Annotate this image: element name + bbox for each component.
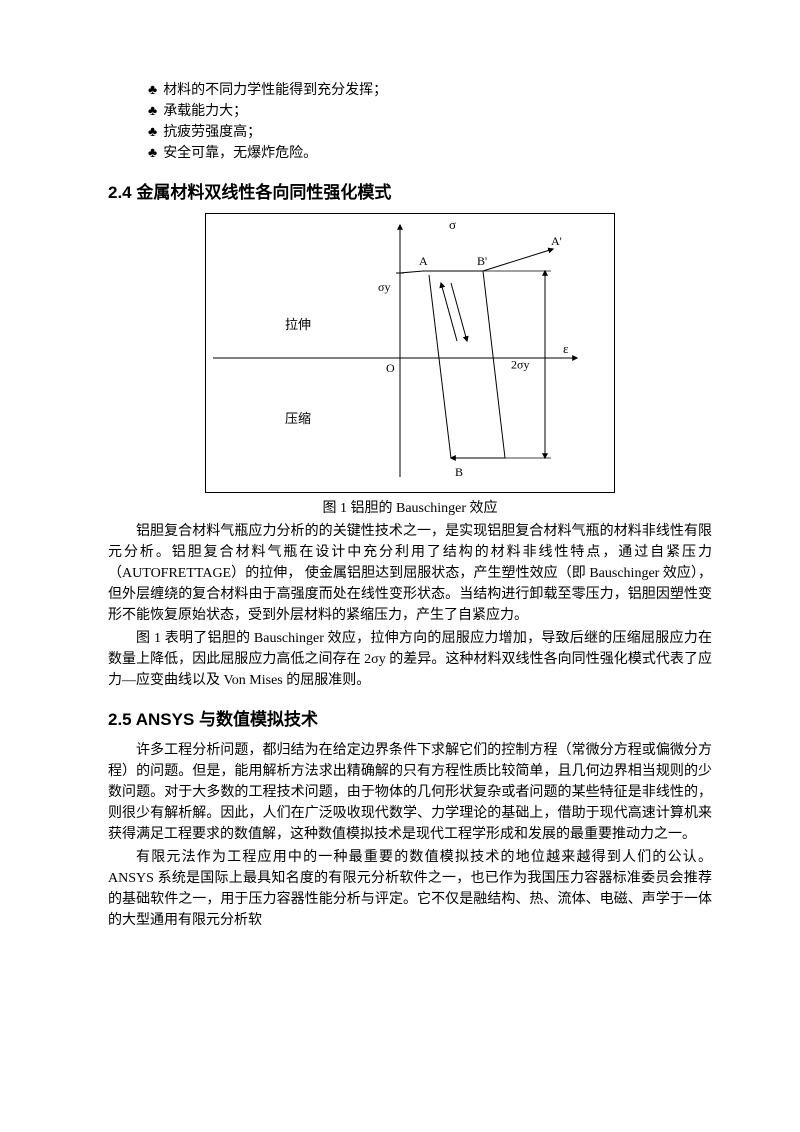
section-heading-24: 2.4 金属材料双线性各向同性强化模式 (108, 178, 712, 203)
paragraph: 图 1 表明了铝胆的 Bauschinger 效应，拉伸方向的屈服应力增加，导致… (108, 628, 712, 691)
svg-text:A': A' (551, 234, 562, 248)
paragraph: 铝胆复合材料气瓶应力分析的的关键性技术之一，是实现铝胆复合材料气瓶的材料非线性有… (108, 521, 712, 626)
list-item: ♣ 材料的不同力学性能得到充分发挥； (148, 80, 712, 101)
section-heading-25: 2.5 ANSYS 与数值模拟技术 (108, 705, 712, 730)
club-icon: ♣ (148, 122, 157, 143)
svg-text:A: A (419, 254, 428, 268)
bullet-text: 抗疲劳强度高； (163, 122, 261, 143)
svg-text:2σy: 2σy (511, 358, 529, 372)
bullet-text: 材料的不同力学性能得到充分发挥； (163, 80, 387, 101)
figure-bauschinger: σ ε Oσy A B' A' B 2σy 拉伸压缩 (108, 213, 712, 493)
svg-text:B': B' (477, 254, 487, 268)
svg-text:σ: σ (449, 217, 456, 232)
list-item: ♣ 安全可靠，无爆炸危险。 (148, 143, 712, 164)
figure-caption: 图 1 铝胆的 Bauschinger 效应 (108, 497, 712, 517)
list-item: ♣ 承载能力大； (148, 101, 712, 122)
svg-text:拉伸: 拉伸 (285, 317, 311, 332)
svg-text:σy: σy (378, 280, 390, 294)
club-icon: ♣ (148, 101, 157, 122)
diagram-bauschinger: σ ε Oσy A B' A' B 2σy 拉伸压缩 (205, 213, 615, 493)
paragraph: 许多工程分析问题，都归结为在给定边界条件下求解它们的控制方程（常微分方程或偏微分… (108, 740, 712, 845)
bullet-text: 安全可靠，无爆炸危险。 (163, 143, 317, 164)
bullet-list: ♣ 材料的不同力学性能得到充分发挥； ♣ 承载能力大； ♣ 抗疲劳强度高； ♣ … (148, 80, 712, 164)
list-item: ♣ 抗疲劳强度高； (148, 122, 712, 143)
svg-text:O: O (386, 361, 395, 375)
club-icon: ♣ (148, 143, 157, 164)
svg-text:ε: ε (563, 341, 569, 356)
svg-text:B: B (455, 465, 463, 479)
svg-text:压缩: 压缩 (285, 411, 311, 426)
bullet-text: 承载能力大； (163, 101, 247, 122)
club-icon: ♣ (148, 80, 157, 101)
paragraph: 有限元法作为工程应用中的一种最重要的数值模拟技术的地位越来越得到人们的公认。AN… (108, 847, 712, 931)
